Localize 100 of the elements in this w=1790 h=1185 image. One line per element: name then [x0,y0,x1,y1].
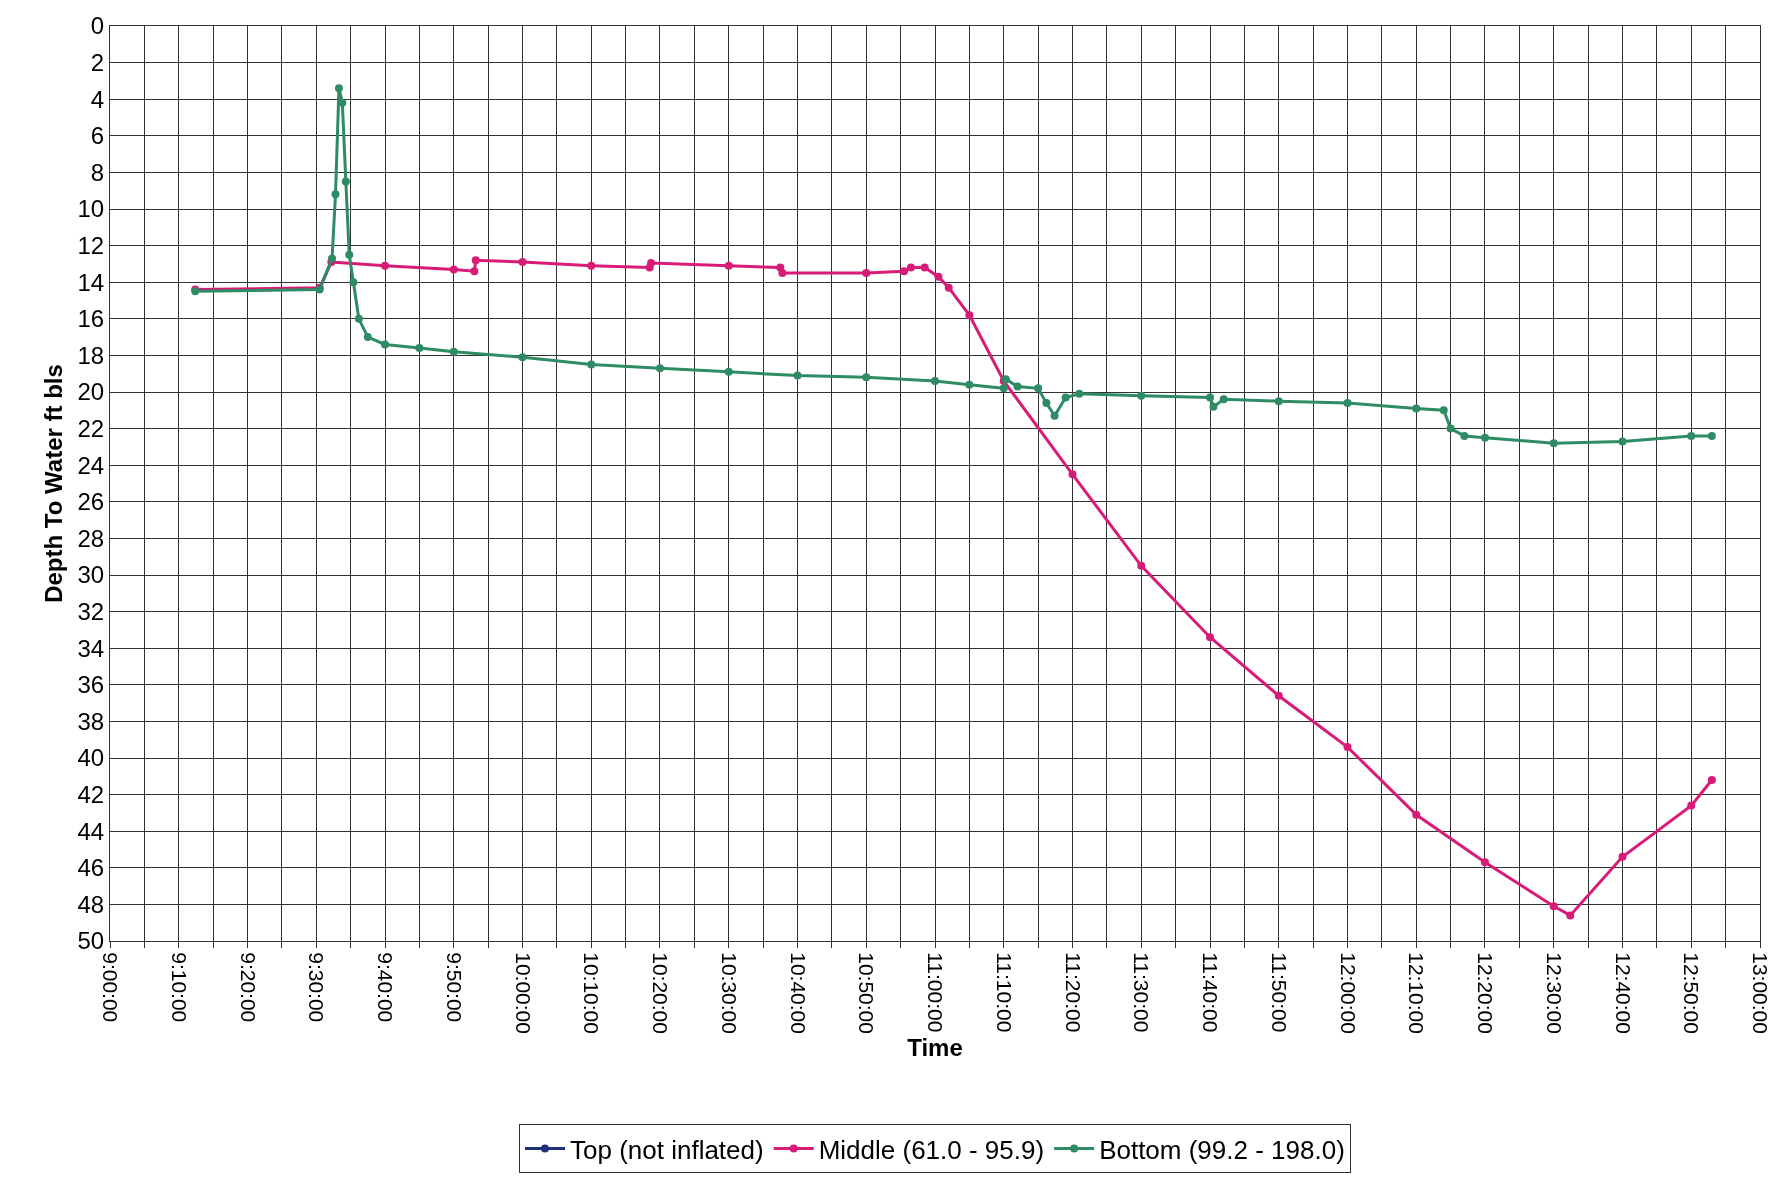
point [354,314,363,323]
x-tick-label: 12:50:00 [1680,952,1704,1034]
x-tick-label: 9:20:00 [236,952,260,1023]
point [381,340,390,349]
point [965,311,974,320]
point [965,380,974,389]
point [1343,743,1352,752]
y-tick-label: 16 [77,305,105,333]
y-tick-label: 50 [77,927,105,955]
y-tick-label: 38 [77,707,105,735]
y-tick-label: 20 [77,378,105,406]
point [381,261,390,270]
point [415,344,424,353]
point [1061,393,1070,402]
point [1618,852,1627,861]
y-tick-label: 12 [77,232,105,259]
y-tick-label: 18 [77,341,105,369]
legend-label: Middle (61.0 - 95.9) [818,1134,1045,1165]
point [1209,402,1218,411]
point [920,263,929,272]
x-tick-label: 10:50:00 [855,952,879,1034]
point [1446,424,1455,433]
x-tick-label: 9:30:00 [305,952,329,1023]
y-tick-label: 48 [77,890,105,918]
point [1566,911,1575,920]
y-tick-label: 30 [77,561,105,589]
y-tick-label: 40 [77,744,105,772]
point [1480,858,1489,867]
point [793,371,802,380]
y-tick-label: 36 [77,671,105,699]
x-tick-label: 12:30:00 [1542,952,1566,1034]
y-tick-label: 8 [90,158,105,186]
point [1068,470,1077,479]
point [1618,437,1627,446]
point [471,256,480,265]
point [449,347,458,356]
legend-label: Bottom (99.2 - 198.0) [1099,1134,1345,1165]
point [1137,561,1146,570]
point [518,353,527,362]
point [587,261,596,270]
y-tick-label: 34 [77,634,105,662]
y-tick-label: 2 [90,49,105,76]
point [518,258,527,267]
x-tick-label: 9:10:00 [167,952,191,1023]
point [1412,810,1421,819]
point [1460,431,1469,440]
point [328,254,337,263]
x-tick-label: 11:40:00 [1199,952,1223,1033]
point [1050,411,1059,420]
point [1480,433,1489,442]
point [341,177,350,186]
point [944,283,953,292]
point [334,84,343,93]
y-tick-label: 32 [77,598,105,625]
point [778,269,787,278]
legend-label: Top (not inflated) [570,1134,764,1165]
x-tick-label: 11:50:00 [1267,952,1291,1033]
point [1137,391,1146,400]
y-tick-label: 14 [77,268,105,296]
y-tick-label: 44 [77,817,105,845]
y-axis-title: Depth To Water ft bls [39,364,67,603]
y-tick-label: 10 [77,195,105,223]
x-tick-label: 11:10:00 [992,952,1016,1033]
y-tick-label: 42 [77,781,105,808]
point [1549,902,1558,911]
x-tick-label: 9:50:00 [442,952,466,1023]
point [1707,775,1716,784]
point [724,261,733,270]
point [900,267,909,276]
x-tick-label: 12:20:00 [1474,952,1498,1034]
x-tick-label: 10:30:00 [717,952,741,1034]
point [862,269,871,278]
point [449,265,458,274]
x-axis-title: Time [907,1034,963,1062]
y-tick-label: 24 [77,451,105,479]
point [349,278,358,287]
x-tick-label: 12:00:00 [1336,952,1360,1034]
y-tick-label: 26 [77,488,105,516]
x-tick-label: 12:10:00 [1405,952,1429,1034]
point [1707,431,1716,440]
point [587,360,596,369]
y-tick-label: 0 [90,12,105,40]
point [1034,384,1043,393]
point [345,250,354,259]
point [906,263,915,272]
point [1439,406,1448,415]
x-tick-label: 11:00:00 [924,952,948,1033]
point [931,377,939,386]
point [1549,439,1558,448]
point [338,98,347,107]
point [862,373,871,382]
point [1343,398,1352,407]
y-tick-label: 4 [90,85,105,113]
x-tick-label: 10:00:00 [511,952,535,1034]
x-tick-label: 11:20:00 [1061,952,1085,1033]
point [1687,801,1696,810]
point [470,267,479,276]
y-tick-label: 28 [77,524,105,552]
x-tick-label: 10:20:00 [649,952,673,1034]
x-tick-label: 10:10:00 [580,952,604,1034]
